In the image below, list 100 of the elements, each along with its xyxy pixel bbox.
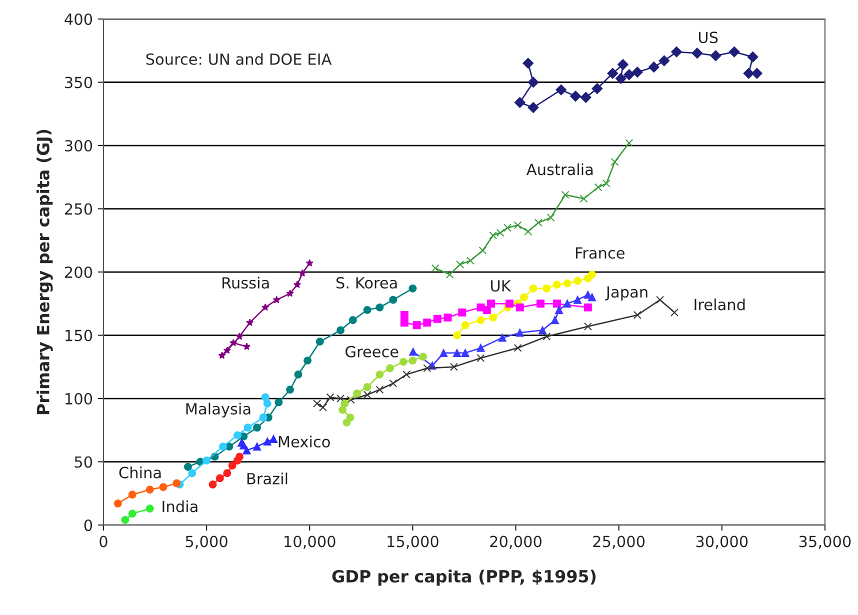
x-tick-label: 15,000 [388,536,438,549]
point [340,400,349,408]
point [482,306,491,314]
point [306,259,314,266]
point [446,270,454,279]
point [146,504,154,513]
point [423,318,432,327]
point [431,264,440,272]
point [550,316,559,324]
point [419,352,427,361]
point [520,293,528,302]
point [450,362,458,371]
point [453,331,461,340]
series-label: Australia [526,163,593,176]
point [580,92,592,103]
point [348,316,357,324]
point [453,348,461,357]
point [304,356,312,365]
point [478,246,487,254]
point [146,486,154,494]
point [433,314,442,323]
point [607,68,618,79]
point [610,158,619,166]
x-tick-label: 10,000 [284,536,336,549]
point [504,224,512,232]
point [353,389,362,398]
point [516,328,524,337]
point [671,46,682,58]
point [230,338,238,346]
y-tick-label: 200 [65,266,92,278]
point [363,383,372,392]
point [444,314,452,322]
point [294,370,302,378]
point [402,370,410,378]
point [552,300,561,308]
point [376,303,384,312]
point [389,379,398,388]
point [584,322,592,330]
y-tick-label: 150 [66,330,92,342]
point [121,516,130,524]
point [561,190,570,199]
point [346,414,354,422]
point [584,303,592,312]
point [514,97,526,108]
series-label: France [576,247,624,259]
point [412,321,421,330]
x-tick-label: 20,000 [490,536,542,549]
point [514,221,522,230]
point [580,194,588,203]
annotation: Source: UN and DOE EIA [146,53,332,65]
point [114,500,122,508]
point [346,396,355,404]
point [456,260,464,268]
point [728,46,740,58]
point [524,228,532,236]
y-tick-label: 250 [65,203,92,215]
point [625,138,634,147]
series-label: India [162,500,198,512]
point [487,300,496,308]
x-tick-label: 25,000 [593,536,645,549]
point [574,276,582,285]
point [602,179,610,188]
series-label: Greece [346,346,398,358]
series-label: Russia [222,276,269,289]
point [516,303,524,312]
point [423,364,432,372]
point [592,83,603,94]
series-label: Ireland [694,298,745,310]
point [218,352,226,359]
series-label: Japan [605,286,648,301]
point [489,314,498,322]
x-axis-title: GDP per capita (PPP, $1995) [332,570,596,586]
y-tick-label: 400 [64,13,92,26]
point [363,390,372,399]
point [615,73,626,84]
point [574,296,582,304]
point [159,483,168,492]
point [458,308,466,316]
point [570,90,581,102]
x-tick-label: 0 [100,536,108,548]
point [588,270,596,279]
point [538,326,547,334]
point [546,214,555,222]
point [400,311,408,320]
y-tick-label: 100 [66,392,92,405]
point [400,318,408,327]
series-label: UK [491,280,512,292]
series-label: S. Korea [336,277,397,289]
point [223,346,231,354]
point [618,59,628,70]
point [536,300,544,308]
y-axis-title: Primary Energy per capita (GJ) [36,130,53,414]
point [594,183,602,192]
point [514,344,522,352]
point [409,348,418,356]
point [542,332,551,341]
point [236,332,244,340]
point [376,370,384,378]
point [440,348,448,357]
point [498,334,506,342]
